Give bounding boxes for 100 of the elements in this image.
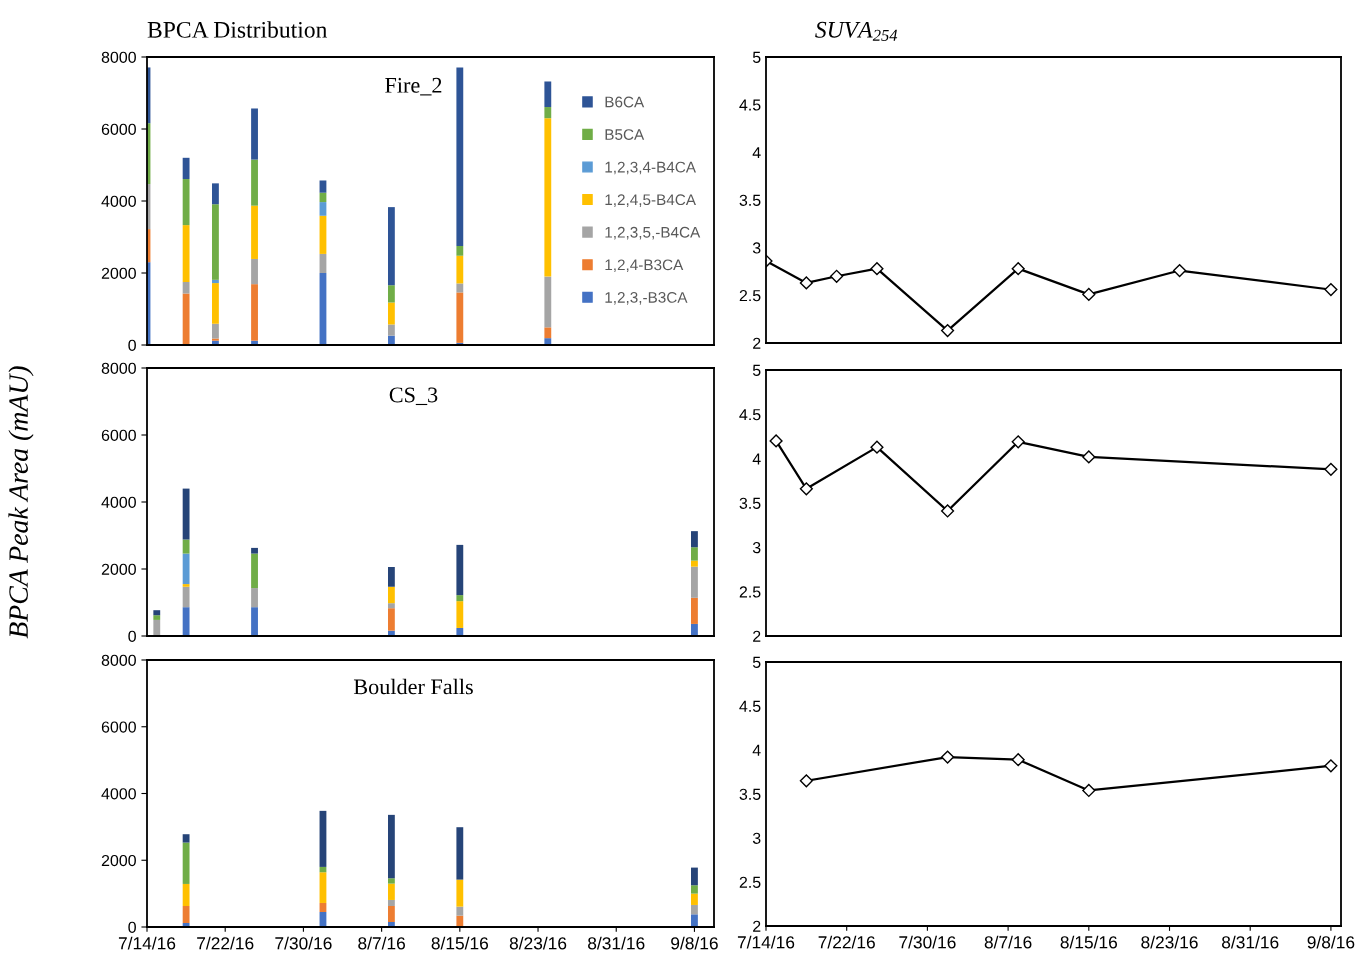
bar <box>456 601 464 628</box>
bar <box>251 159 258 206</box>
bar <box>544 276 552 328</box>
y-tick-label: 2000 <box>101 267 136 279</box>
bar <box>456 915 464 927</box>
bar <box>387 603 395 609</box>
bar <box>544 107 552 119</box>
y-tick-label: 8000 <box>101 362 136 374</box>
bar <box>387 302 395 325</box>
bar <box>182 842 190 884</box>
bar <box>456 879 464 907</box>
bar <box>182 488 190 540</box>
y-tick-label: 6000 <box>101 429 136 441</box>
bar <box>212 323 219 339</box>
bar <box>691 566 698 598</box>
y-tick-label: 4 <box>752 147 761 159</box>
y-tick-label: 6000 <box>101 721 136 733</box>
x-tick-label: 8/7/16 <box>984 935 1032 949</box>
point <box>1324 462 1338 476</box>
bar <box>182 584 190 587</box>
bar <box>456 544 464 596</box>
y-axis-title: BPCA Peak Area (mAU) <box>8 366 34 639</box>
text: CS_3 <box>389 387 438 406</box>
bar <box>387 566 395 587</box>
bar <box>251 205 258 259</box>
chart-title: BPCA Distribution <box>147 21 328 38</box>
point <box>1173 263 1187 278</box>
x-tick-label: 7/22/16 <box>197 936 254 950</box>
y-tick-label: 0 <box>128 630 136 642</box>
bar <box>387 883 395 900</box>
bar <box>544 118 552 277</box>
bar <box>153 610 161 616</box>
bar <box>182 282 190 294</box>
bar <box>456 827 464 880</box>
bar <box>251 547 258 554</box>
point <box>940 504 955 518</box>
y-tick-label: 4000 <box>101 496 136 508</box>
bar <box>691 560 698 567</box>
x-tick-label: 7/14/16 <box>737 935 795 949</box>
y-tick-label: 2.5 <box>739 289 761 302</box>
bar <box>691 531 698 548</box>
bar <box>456 246 464 256</box>
y-tick-label: 5 <box>752 51 761 63</box>
bar <box>691 547 698 561</box>
bar <box>212 183 219 205</box>
legend-label: 1,2,4-B3CA <box>605 259 684 273</box>
point <box>1011 435 1025 449</box>
y-tick-label: 3.5 <box>739 194 761 206</box>
bar <box>251 108 258 160</box>
bar <box>182 179 190 226</box>
point <box>940 750 955 764</box>
bar <box>456 292 464 343</box>
point <box>1011 753 1025 767</box>
y-tick-label: 4.5 <box>739 99 761 111</box>
bar <box>387 905 395 922</box>
legend-label: 1,2,3,-B3CA <box>605 292 688 305</box>
x-tick-label: 7/14/16 <box>118 936 176 950</box>
point <box>1082 450 1096 464</box>
bar <box>251 258 258 285</box>
bar <box>182 553 190 585</box>
y-tick-label: 4000 <box>101 195 136 207</box>
point <box>799 276 813 290</box>
x-tick-label: 8/31/16 <box>588 936 645 950</box>
bar <box>544 81 552 108</box>
bar <box>691 885 698 894</box>
bar <box>182 883 190 906</box>
bar <box>387 285 395 303</box>
bar <box>153 619 161 636</box>
legend-label: 1,2,4,5-B4CA <box>605 194 696 207</box>
y-tick-label: 8000 <box>101 654 136 666</box>
bar <box>319 180 327 193</box>
y-tick-label: 3 <box>752 541 761 554</box>
x-tick-label: 7/30/16 <box>899 935 956 949</box>
bar <box>251 588 258 608</box>
bar <box>691 893 698 905</box>
bar <box>153 615 161 620</box>
y-tick-label: 5 <box>752 364 761 376</box>
x-tick-label: 7/22/16 <box>818 935 875 949</box>
bar <box>387 899 395 906</box>
point <box>1324 283 1338 297</box>
bar <box>251 553 258 589</box>
point <box>769 434 783 448</box>
x-tick-label: 8/7/16 <box>358 936 405 950</box>
bar <box>212 283 219 324</box>
bar <box>212 279 219 284</box>
y-tick-label: 4 <box>752 744 761 756</box>
point <box>1082 287 1096 301</box>
bar <box>251 284 258 341</box>
y-tick-label: 4000 <box>101 788 136 800</box>
y-tick-label: 2000 <box>101 563 136 575</box>
y-tick-label: 2000 <box>101 854 136 867</box>
x-tick-label: 9/8/16 <box>671 936 718 950</box>
point <box>1324 759 1338 773</box>
y-tick-label: 5 <box>752 656 761 668</box>
legend-label: B6CA <box>605 96 645 108</box>
x-tick-label: 8/15/16 <box>1060 935 1118 949</box>
y-tick-label: 3.5 <box>739 497 761 509</box>
y-tick-label: 8000 <box>101 51 136 63</box>
bar <box>387 207 395 286</box>
bar <box>387 814 395 879</box>
